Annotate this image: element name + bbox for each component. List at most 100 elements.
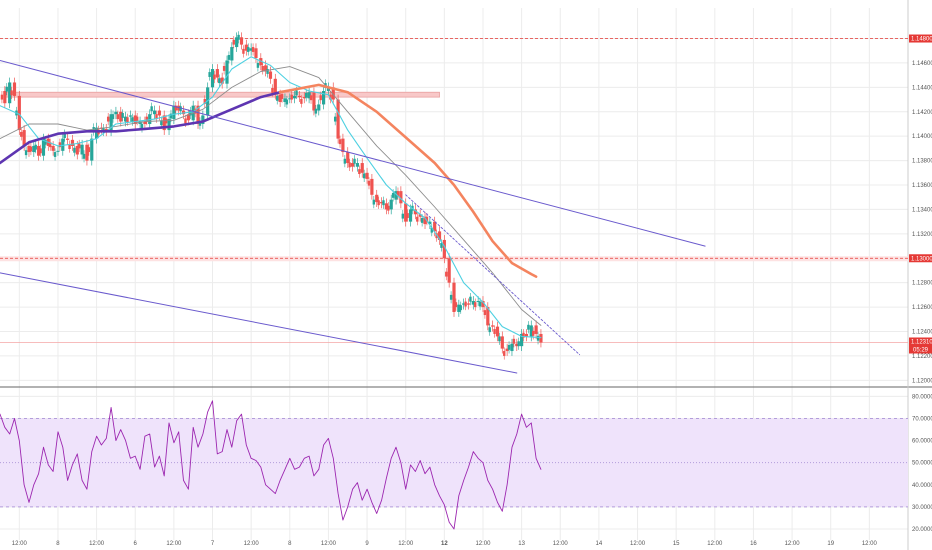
candle-body [295,90,298,96]
candle-body [114,111,118,115]
price-tick-label: 1.14000 [912,134,932,140]
candle-body [302,97,306,99]
candle-body [121,112,124,118]
time-tick-label: 12:00 [475,541,491,547]
candle-body [534,325,538,334]
candle-body [87,147,91,153]
candle-body [370,178,374,195]
candle-body [512,338,516,344]
candle-body [123,116,128,122]
time-tick-label: 12:00 [553,541,569,547]
candle-body [49,142,52,148]
candle-body [314,108,318,114]
candle-body [78,143,81,149]
candle-body [56,150,60,152]
candle-body [264,65,268,72]
candle-body [391,192,395,198]
time-tick-label: 8 [288,541,292,547]
candle-body [179,106,182,112]
candle-body [220,77,224,84]
candle-body [536,335,540,341]
candle-body [280,94,284,99]
candle-body [75,145,79,155]
candle-body [259,58,263,66]
candle-body [266,69,269,74]
candle-body [321,91,326,105]
candle-body [268,71,273,79]
candle-body [247,47,250,52]
time-tick-label: 15 [673,541,680,547]
candle-body [222,65,226,71]
candle-body [312,92,316,111]
candle-body [384,203,388,210]
candle-body [343,158,347,164]
candle-body [338,139,342,145]
time-tick-label: 9 [365,541,369,547]
price-tick-label: 1.13800 [912,159,932,165]
candle-body [249,48,253,51]
candle-body [150,106,153,112]
candle-body [218,78,221,84]
time-tick-label: 6 [134,541,138,547]
candle-body [346,152,350,164]
trend-channel[interactable] [0,60,706,374]
candle-body [126,117,129,123]
candle-body [457,304,461,312]
price-tick-label: 1.12200 [912,354,932,360]
candle-body [140,123,144,129]
candle-body [90,138,94,161]
candle-body [5,86,8,92]
oscillator-tick-label: 30.0000 [912,505,932,511]
candle-body [420,217,424,223]
candle-body [389,199,393,210]
oscillator-line [0,400,542,530]
candle-body [70,139,75,146]
candle-body [515,343,519,347]
candle-body [148,114,152,124]
candle-body [459,305,462,311]
candle-body [32,145,36,153]
candle-body [196,105,200,124]
candle-body [466,303,471,305]
oscillator-tick-label: 50.0000 [912,461,932,467]
candle-body [524,333,529,337]
candle-body [230,47,234,61]
candle-body [471,300,475,305]
candle-body [341,138,345,153]
time-tick-label: 19 [827,541,834,547]
candle-body [365,172,369,179]
candle-body [106,116,110,122]
candle-body [152,110,157,115]
candle-body [498,336,501,342]
candle-body [0,94,4,100]
candle-body [406,213,409,218]
oscillator-band [0,418,908,508]
candle-body [227,55,231,60]
candle-body [331,87,335,100]
axes: 1.14800 1.14600 1.14400 1.14200 1.14000 1.138… [12,34,932,547]
candle-body [66,138,70,140]
price-tick-label: 1.12000 [912,378,932,384]
price-tick-label: 1.14600 [912,61,932,67]
candle-body [186,114,190,121]
projection-dashed-line [405,194,581,356]
price-tick-label: 1.12800 [912,281,932,287]
candle-body [452,282,456,312]
candle-body [532,330,535,336]
candle-body [285,99,289,105]
candle-body [288,98,292,100]
time-tick-label: 7 [211,541,215,547]
candle-body [82,153,86,159]
price-tick-label: 1.13400 [912,207,932,213]
candle-body [160,120,163,126]
candle-body [109,114,113,132]
candle-body [478,301,482,307]
candle-body [116,114,120,120]
candle-body [520,333,524,347]
candle-body [505,348,509,352]
candle-body [225,60,229,84]
candle-body [401,213,405,219]
candle-body [172,105,176,120]
candle-body [495,326,500,337]
